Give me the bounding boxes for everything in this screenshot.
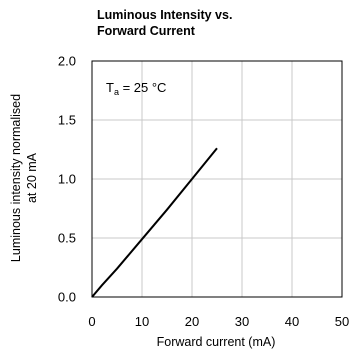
x-tick-labels: 0 10 20 30 40 50 xyxy=(88,314,349,329)
x-tick-label-4: 40 xyxy=(285,314,299,329)
chart-title-line-1: Luminous Intensity vs. xyxy=(97,8,233,22)
x-tick-label-5: 50 xyxy=(335,314,349,329)
series-line-0 xyxy=(91,147,218,298)
series-group xyxy=(91,147,218,298)
grid-lines xyxy=(92,61,342,297)
chart-title: Luminous Intensity vs. Forward Current xyxy=(97,8,232,39)
y-tick-label-2: 1.0 xyxy=(58,172,76,187)
annotation-text: = 25 °C xyxy=(119,80,166,95)
annotation-subscript: a xyxy=(114,87,119,97)
y-tick-labels: 0.0 0.5 1.0 1.5 2.0 xyxy=(58,54,76,305)
x-tick-label-2: 20 xyxy=(185,314,199,329)
x-tick-label-0: 0 xyxy=(88,314,95,329)
x-axis-label: Forward current (mA) xyxy=(157,335,276,349)
y-axis-label-line-2: at 20 mA xyxy=(25,152,39,203)
y-tick-label-0: 0.0 xyxy=(58,290,76,305)
y-tick-label-1: 0.5 xyxy=(58,231,76,246)
x-tick-label-3: 30 xyxy=(235,314,249,329)
plot-frame xyxy=(91,60,343,298)
chart-title-line-2: Forward Current xyxy=(97,23,195,38)
y-axis-label-line-1: Luminous intensity normalised xyxy=(9,94,23,262)
y-tick-label-3: 1.5 xyxy=(58,113,76,128)
x-tick-label-1: 10 xyxy=(135,314,149,329)
y-tick-label-4: 2.0 xyxy=(58,54,76,69)
annotation-symbol: T xyxy=(106,80,114,95)
annotation-temperature: Ta = 25 °C xyxy=(106,80,166,97)
